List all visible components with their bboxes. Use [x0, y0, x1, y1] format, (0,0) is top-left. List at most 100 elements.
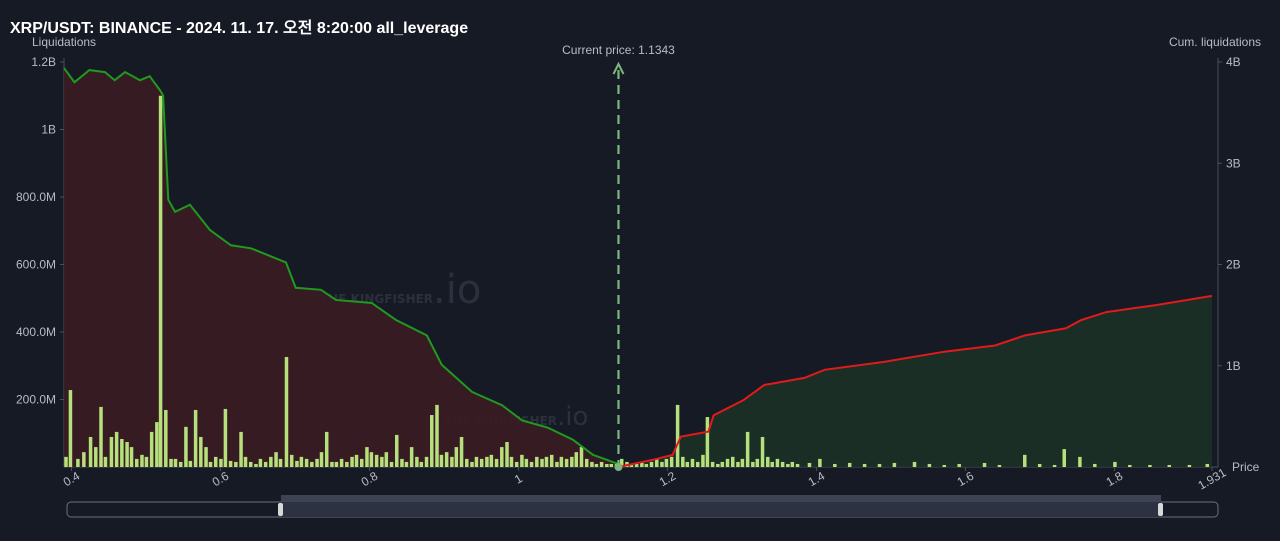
bar	[120, 438, 124, 467]
bar	[299, 456, 304, 467]
bar	[877, 463, 882, 467]
bar	[94, 447, 98, 467]
scroll-handle[interactable]	[1158, 503, 1163, 516]
bar	[570, 456, 574, 467]
bar	[555, 461, 559, 467]
scroll-handle[interactable]	[278, 503, 283, 516]
y-axis-label: Liquidations	[32, 35, 96, 49]
bar	[1113, 461, 1117, 467]
bar	[590, 461, 594, 467]
bar	[770, 461, 774, 467]
bar	[144, 456, 149, 467]
bar	[505, 442, 509, 467]
bar	[760, 436, 765, 467]
bar	[1148, 464, 1152, 467]
bar	[660, 461, 664, 467]
bar	[404, 461, 409, 467]
bar	[419, 461, 424, 467]
bar	[188, 460, 193, 467]
cumulative-line	[618, 294, 1213, 468]
plot-area: 200.0M400.0M600.0M800.0M1B1.2B1B2B3B4B0.…	[16, 43, 1241, 493]
bar	[594, 463, 599, 467]
bar	[169, 458, 173, 467]
bar	[140, 454, 144, 467]
bar	[1128, 464, 1132, 467]
bar	[315, 458, 319, 467]
bar	[199, 436, 203, 467]
bar	[847, 462, 852, 467]
bar	[912, 461, 917, 467]
bar	[365, 447, 369, 467]
bar	[354, 454, 359, 467]
bar	[359, 458, 364, 467]
bar	[248, 461, 253, 467]
bar	[833, 463, 837, 467]
bar	[219, 458, 223, 467]
bar	[324, 431, 329, 467]
bar	[500, 447, 504, 467]
bar	[435, 404, 439, 467]
bar	[223, 408, 228, 467]
bar	[439, 454, 444, 467]
bar	[295, 460, 299, 467]
bar	[619, 458, 624, 467]
bar	[1093, 463, 1097, 467]
cumulative-area	[64, 68, 619, 467]
bar	[135, 458, 139, 467]
current-price-label: Current price: 1.1343	[562, 43, 675, 57]
bar	[330, 461, 334, 467]
bar	[584, 458, 589, 467]
scroll-bar[interactable]	[281, 495, 1161, 502]
bar	[430, 415, 434, 467]
bar	[654, 458, 659, 467]
bar	[564, 458, 569, 467]
bar	[745, 431, 750, 467]
bar	[395, 434, 399, 467]
bar	[64, 456, 68, 467]
chart-title: XRP/USDT: BINANCE - 2024. 11. 17. 오전 8:2…	[10, 19, 468, 37]
y-tick-label: 800.0M	[16, 190, 56, 204]
bar	[173, 458, 178, 467]
bar	[444, 452, 449, 467]
bar	[254, 463, 258, 467]
bar	[574, 452, 579, 467]
bar	[669, 456, 674, 467]
bar	[629, 463, 634, 467]
bar	[685, 461, 690, 467]
bar	[284, 356, 289, 467]
bar	[465, 458, 469, 467]
bar	[1052, 464, 1057, 467]
bar	[68, 390, 73, 467]
bar	[957, 463, 961, 467]
bar	[485, 456, 489, 467]
bar	[730, 456, 735, 467]
bar	[520, 454, 524, 467]
bar	[450, 456, 454, 467]
bar	[82, 452, 86, 467]
bar	[204, 447, 208, 467]
scrollbar[interactable]	[66, 495, 1219, 518]
bar	[114, 431, 119, 467]
y2-tick-label: 1B	[1226, 359, 1241, 373]
bar	[415, 456, 419, 467]
y-tick-label: 1B	[41, 123, 56, 137]
bar	[213, 456, 218, 467]
bar	[409, 447, 414, 467]
bar	[380, 456, 384, 467]
bar	[258, 458, 263, 467]
bar	[786, 463, 790, 467]
watermark-suffix: .io	[557, 402, 588, 432]
bar	[795, 463, 800, 467]
y2-tick-label: 4B	[1226, 55, 1241, 69]
bar	[701, 454, 705, 467]
bar	[634, 463, 639, 467]
bar	[790, 461, 795, 467]
bar	[149, 431, 154, 467]
bar	[319, 452, 324, 467]
y-tick-label: 400.0M	[16, 325, 56, 339]
bar	[736, 461, 740, 467]
bar	[644, 463, 649, 467]
bar	[605, 463, 609, 467]
bar	[514, 461, 519, 467]
